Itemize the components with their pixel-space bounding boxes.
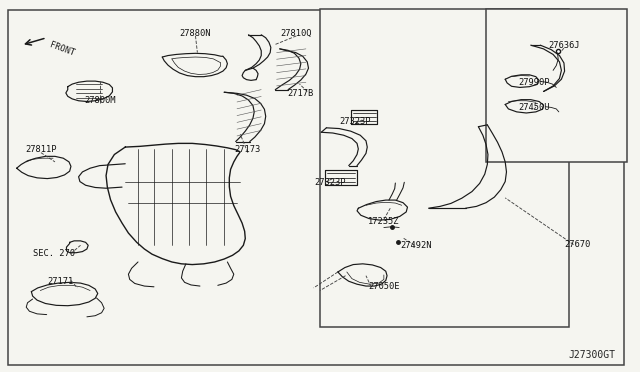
Text: 27173: 27173	[235, 145, 261, 154]
Text: J27300GT: J27300GT	[568, 350, 615, 360]
Text: 27050E: 27050E	[368, 282, 399, 291]
Text: 27323P: 27323P	[314, 178, 346, 187]
Text: 27811P: 27811P	[25, 145, 57, 154]
Text: 27670: 27670	[564, 240, 591, 249]
Text: 27800M: 27800M	[84, 96, 115, 105]
Text: 27636J: 27636J	[548, 41, 580, 51]
Text: 27810Q: 27810Q	[280, 29, 312, 38]
Text: 17235Z: 17235Z	[368, 217, 399, 226]
Text: 27492N: 27492N	[400, 241, 431, 250]
Text: 27990P: 27990P	[518, 78, 550, 87]
Text: 27450U: 27450U	[518, 103, 550, 112]
Bar	[486, 9, 627, 162]
Text: 27323P: 27323P	[339, 118, 371, 126]
Text: FRONT: FRONT	[49, 40, 76, 58]
Text: 27880N: 27880N	[180, 29, 211, 38]
Text: 2717B: 2717B	[288, 89, 314, 98]
Text: 27171: 27171	[47, 277, 73, 286]
Bar	[320, 9, 569, 327]
Text: SEC. 270: SEC. 270	[33, 249, 75, 258]
